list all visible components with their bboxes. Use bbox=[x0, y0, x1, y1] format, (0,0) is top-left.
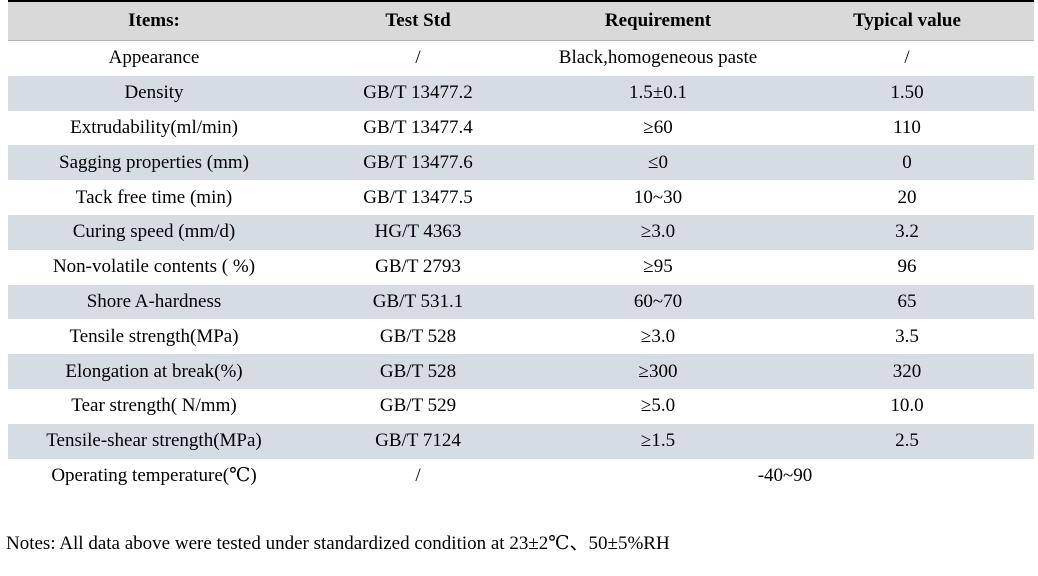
typ-cell: / bbox=[904, 47, 910, 69]
table-row-elongation: Elongation at break(%) GB/T 528 ≥300 320 bbox=[8, 354, 1034, 389]
item-cell: Tensile strength(MPa) bbox=[69, 325, 239, 347]
table-row-sagging: Sagging properties (mm) GB/T 13477.6 ≤0 … bbox=[8, 145, 1034, 181]
req-cell: 1.5±0.1 bbox=[629, 82, 687, 104]
req-cell: ≥95 bbox=[643, 256, 673, 278]
std-cell: GB/T 528 bbox=[379, 325, 457, 347]
table-row-tack-free-time: Tack free time (min) GB/T 13477.5 10~30 … bbox=[8, 180, 1034, 215]
req-cell: ≥60 bbox=[643, 116, 673, 138]
table-row-shore-hardness: Shore A-hardness GB/T 531.1 60~70 65 bbox=[8, 284, 1034, 320]
req-cell-merged: -40~90 bbox=[757, 464, 813, 486]
table-row-density: Density GB/T 13477.2 1.5±0.1 1.50 bbox=[8, 75, 1034, 111]
table-row-non-volatile: Non-volatile contents ( %) GB/T 2793 ≥95… bbox=[8, 250, 1034, 285]
std-cell: GB/T 2793 bbox=[375, 256, 461, 278]
typ-cell: 0 bbox=[902, 151, 912, 173]
std-cell: / bbox=[415, 464, 421, 486]
std-cell: GB/T 13477.2 bbox=[363, 82, 473, 104]
typ-cell: 320 bbox=[892, 360, 922, 382]
typ-cell: 20 bbox=[897, 186, 917, 208]
req-cell: Black,homogeneous paste bbox=[558, 47, 758, 69]
req-cell: ≥300 bbox=[638, 360, 678, 382]
std-cell: GB/T 529 bbox=[379, 395, 457, 417]
req-cell: ≥3.0 bbox=[640, 325, 676, 347]
typ-cell: 10.0 bbox=[890, 395, 924, 417]
col-header-requirement: Requirement bbox=[536, 1, 780, 41]
table-row-extrudability: Extrudability(ml/min) GB/T 13477.4 ≥60 1… bbox=[8, 111, 1034, 146]
item-cell: Non-volatile contents ( %) bbox=[52, 256, 256, 278]
notes-text: Notes: All data above were tested under … bbox=[6, 533, 670, 554]
std-cell: GB/T 13477.4 bbox=[363, 116, 473, 138]
item-cell: Sagging properties (mm) bbox=[59, 151, 249, 173]
table-row-curing-speed: Curing speed (mm/d) HG/T 4363 ≥3.0 3.2 bbox=[8, 214, 1034, 250]
col-header-items: Items: bbox=[8, 1, 300, 41]
table-row-operating-temperature: Operating temperature(℃) / -40~90 bbox=[8, 459, 1034, 494]
req-cell: ≥5.0 bbox=[640, 395, 676, 417]
req-cell: ≤0 bbox=[648, 151, 668, 173]
item-cell: Tensile-shear strength(MPa) bbox=[46, 430, 262, 452]
item-cell: Shore A-hardness bbox=[86, 290, 222, 312]
std-cell: HG/T 4363 bbox=[374, 221, 462, 243]
item-cell: Operating temperature(℃) bbox=[51, 465, 257, 487]
req-cell: ≥3.0 bbox=[640, 221, 676, 243]
typ-cell: 1.50 bbox=[890, 82, 924, 104]
typ-cell: 96 bbox=[897, 256, 917, 278]
item-cell: Curing speed (mm/d) bbox=[72, 221, 236, 243]
req-cell: 60~70 bbox=[633, 290, 683, 312]
std-cell: GB/T 531.1 bbox=[372, 290, 464, 312]
std-cell: GB/T 13477.5 bbox=[363, 186, 473, 208]
item-cell: Elongation at break(%) bbox=[65, 360, 243, 382]
table-row-appearance: Appearance / Black,homogeneous paste / bbox=[8, 41, 1034, 76]
std-cell: GB/T 7124 bbox=[375, 430, 461, 452]
typ-cell: 65 bbox=[897, 290, 917, 312]
item-cell: Density bbox=[124, 82, 184, 104]
req-cell: ≥1.5 bbox=[640, 430, 676, 452]
item-cell: Appearance bbox=[108, 47, 200, 69]
req-cell: 10~30 bbox=[633, 186, 683, 208]
spec-table-header: Items: Test Std Requirement Typical valu… bbox=[8, 1, 1034, 41]
header-row: Items: Test Std Requirement Typical valu… bbox=[8, 1, 1034, 41]
typ-cell: 110 bbox=[893, 116, 921, 138]
spec-table-body: Appearance / Black,homogeneous paste / D… bbox=[8, 41, 1034, 494]
table-row-tear-strength: Tear strength( N/mm) GB/T 529 ≥5.0 10.0 bbox=[8, 389, 1034, 424]
item-cell: Tear strength( N/mm) bbox=[71, 395, 237, 417]
typ-cell: 3.2 bbox=[895, 221, 919, 243]
std-cell: GB/T 13477.6 bbox=[363, 151, 473, 173]
item-cell: Extrudability(ml/min) bbox=[70, 116, 238, 138]
table-row-tensile-shear: Tensile-shear strength(MPa) GB/T 7124 ≥1… bbox=[8, 423, 1034, 459]
typ-cell: 2.5 bbox=[895, 430, 919, 452]
std-cell: / bbox=[415, 47, 421, 69]
col-header-test-std: Test Std bbox=[300, 1, 536, 41]
typ-cell: 3.5 bbox=[895, 325, 919, 347]
item-cell: Tack free time (min) bbox=[75, 186, 233, 208]
spec-table: Items: Test Std Requirement Typical valu… bbox=[8, 0, 1034, 493]
std-cell: GB/T 528 bbox=[379, 360, 457, 382]
table-row-tensile-strength: Tensile strength(MPa) GB/T 528 ≥3.0 3.5 bbox=[8, 319, 1034, 354]
col-header-typical-value: Typical value bbox=[780, 1, 1034, 41]
